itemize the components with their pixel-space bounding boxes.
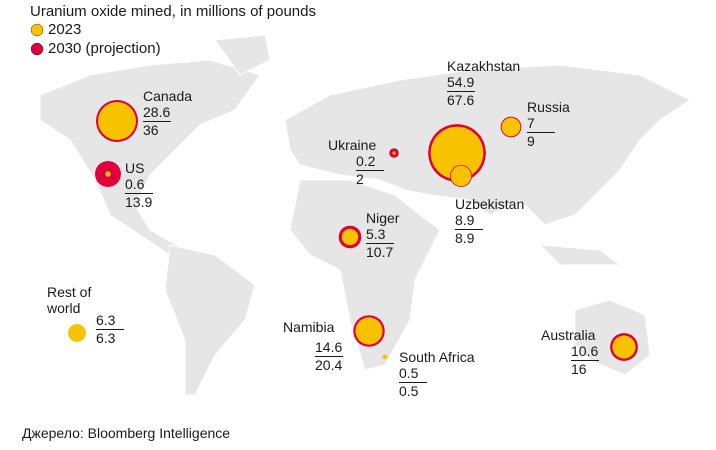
value-2023: 54.9 <box>447 74 475 92</box>
value-2023: 14.6 <box>315 339 343 357</box>
value-2030: 36 <box>143 122 159 138</box>
bubble-2023 <box>105 171 111 177</box>
bubble-2023 <box>341 228 359 246</box>
value-2023: 10.6 <box>571 343 599 361</box>
country-name: Canada <box>143 88 193 104</box>
legend-label: 2030 (projection) <box>48 40 161 57</box>
value-2030: 67.6 <box>447 92 475 108</box>
country-name: Namibia <box>283 319 335 335</box>
value-2030: 20.4 <box>315 357 343 373</box>
value-pair: 6.3 6.3 <box>96 312 124 346</box>
value-2030: 0.5 <box>399 383 419 399</box>
value-2030: 16 <box>571 361 587 377</box>
value-2023: 0.5 <box>399 365 427 383</box>
country-name: Rest of world <box>47 284 92 316</box>
value-2023: 0.6 <box>125 176 153 194</box>
bubble-2023 <box>430 126 484 180</box>
country-name: Ukraine <box>328 137 377 153</box>
value-2030: 13.9 <box>125 194 153 210</box>
country-name: Uzbekistan <box>455 196 525 212</box>
bubble-2023 <box>501 117 521 137</box>
country-name: Russia <box>527 99 570 115</box>
value-pair: 0.6 13.9 <box>125 176 153 210</box>
value-pair: 10.6 16 <box>571 343 599 377</box>
country-name: Kazakhstan <box>447 58 521 74</box>
bubble-2023 <box>382 354 388 360</box>
legend-swatch <box>30 42 44 56</box>
country-name: Australia <box>541 327 596 343</box>
value-2030: 6.3 <box>96 330 116 346</box>
value-pair: 0.5 0.5 <box>399 365 427 399</box>
legend-swatch <box>30 23 44 37</box>
value-2023: 6.3 <box>96 312 124 330</box>
value-2023: 28.6 <box>143 104 171 122</box>
bubble-2023 <box>612 335 636 359</box>
value-2030: 10.7 <box>366 244 394 260</box>
bubble-2023 <box>68 324 86 342</box>
value-2023: 7 <box>527 115 555 133</box>
bubble-2023 <box>450 165 472 187</box>
value-pair: 0.2 2 <box>356 153 384 187</box>
source: Джерело: Bloomberg Intelligence <box>22 425 231 441</box>
value-pair: 28.6 36 <box>143 104 171 138</box>
country-name: US <box>125 160 145 176</box>
value-2030: 2 <box>356 171 364 187</box>
value-pair: 8.9 8.9 <box>455 212 483 246</box>
value-2023: 0.2 <box>356 153 384 171</box>
land <box>39 34 691 396</box>
value-2030: 9 <box>527 133 535 149</box>
value-2030: 8.9 <box>455 230 475 246</box>
country-name: Niger <box>366 210 400 226</box>
value-2023: 8.9 <box>455 212 483 230</box>
bubble-2023 <box>98 102 136 140</box>
legend-label: 2023 <box>48 21 82 38</box>
country-name: South Africa <box>399 349 475 365</box>
value-pair: 5.3 10.7 <box>366 226 394 260</box>
value-2023: 5.3 <box>366 226 394 244</box>
bubble-2023 <box>355 317 383 345</box>
chart-title: Uranium oxide mined, in millions of poun… <box>30 3 316 20</box>
bubble-2023 <box>392 151 396 155</box>
value-pair: 54.9 67.6 <box>447 74 475 108</box>
value-pair: 14.6 20.4 <box>315 339 343 373</box>
